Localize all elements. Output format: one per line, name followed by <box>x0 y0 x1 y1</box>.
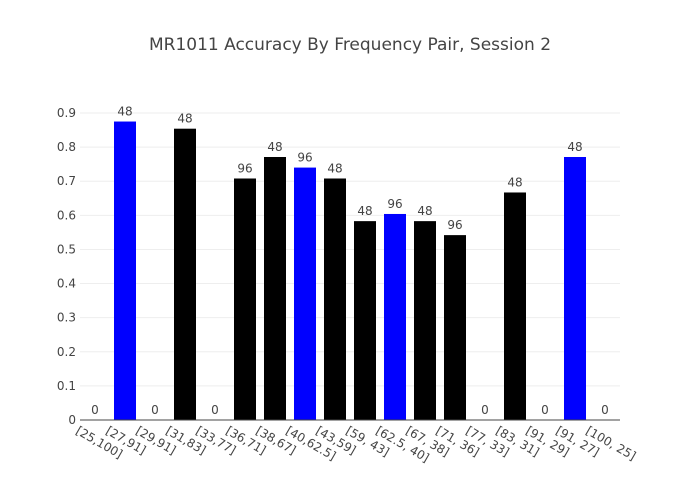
bar-data-label: 0 <box>151 403 159 417</box>
bar-data-label: 0 <box>91 403 99 417</box>
bar <box>354 221 376 420</box>
bar-data-label: 96 <box>297 151 312 165</box>
bar-data-label: 48 <box>567 140 582 154</box>
bar <box>444 235 466 420</box>
bars-layer <box>114 121 586 421</box>
grid-layer <box>80 112 620 387</box>
bar-data-label: 48 <box>507 175 522 189</box>
y-tick-label: 0.1 <box>57 379 76 393</box>
y-tick-label: 0.6 <box>57 208 76 222</box>
y-tick-label: 0.3 <box>57 311 76 325</box>
bar-data-label: 96 <box>237 161 252 175</box>
bar <box>384 213 406 420</box>
bar-data-label: 48 <box>267 140 282 154</box>
bar <box>504 192 526 420</box>
bar <box>264 157 286 420</box>
bar <box>174 128 196 421</box>
bar <box>294 167 316 420</box>
bar-data-label: 48 <box>117 105 132 119</box>
y-tick-label: 0.5 <box>57 242 76 256</box>
bar <box>114 121 136 421</box>
bar-data-label: 48 <box>177 112 192 126</box>
chart-title: MR1011 Accuracy By Frequency Pair, Sessi… <box>149 35 551 55</box>
bar-data-label: 0 <box>601 403 609 417</box>
bar-data-label: 48 <box>357 204 372 218</box>
bar <box>564 157 586 420</box>
y-tick-label: 0.9 <box>57 106 76 120</box>
y-tick-label: 0 <box>68 413 76 427</box>
bar <box>234 178 256 420</box>
y-tick-label: 0.7 <box>57 174 76 188</box>
bar-data-label: 96 <box>387 197 402 211</box>
bar-data-label: 0 <box>481 403 489 417</box>
bar-data-label: 0 <box>541 403 549 417</box>
bar-labels-layer: 0 48 0 48 0 96 48 96 48 48 96 48 96 0 48 0 48 0 <box>91 105 609 417</box>
y-axis-ticks: 0 0.1 0.2 0.3 0.4 0.5 0.6 0.7 0.8 0.9 <box>57 106 76 427</box>
y-tick-label: 0.8 <box>57 140 76 154</box>
bar-data-label: 96 <box>447 218 462 232</box>
bar-data-label: 48 <box>327 161 342 175</box>
bar-data-label: 0 <box>211 403 219 417</box>
y-tick-label: 0.2 <box>57 345 76 359</box>
y-tick-label: 0.4 <box>57 277 76 291</box>
bar <box>324 178 346 420</box>
bar-data-label: 48 <box>417 204 432 218</box>
x-axis-ticks: [25,100][27,91][29,91][31,83][33,77][36,… <box>74 423 639 465</box>
bar <box>414 221 436 420</box>
